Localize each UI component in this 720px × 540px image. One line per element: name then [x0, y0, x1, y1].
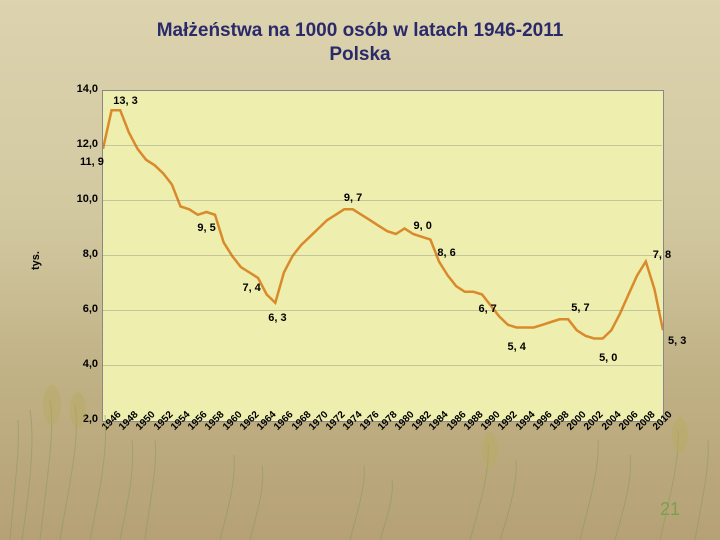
- plot-area: [102, 90, 664, 422]
- data-label: 6, 7: [478, 303, 496, 315]
- y-tick-label: 4,0: [60, 358, 98, 370]
- y-tick-label: 2,0: [60, 413, 98, 425]
- data-label: 7, 8: [653, 249, 671, 261]
- data-label: 9, 0: [414, 220, 432, 232]
- data-label: 11, 9: [80, 156, 104, 168]
- slide: Małżeństwa na 1000 osób w latach 1946-20…: [0, 0, 720, 540]
- page-number: 21: [660, 499, 680, 520]
- y-tick-label: 14,0: [60, 83, 98, 95]
- y-axis-label: tys.: [30, 251, 42, 270]
- y-tick-label: 6,0: [60, 303, 98, 315]
- y-tick-label: 12,0: [60, 138, 98, 150]
- data-label: 9, 5: [197, 222, 215, 234]
- chart-area: 2,04,06,08,010,012,014,01946194819501952…: [60, 90, 680, 470]
- chart-title: Małżeństwa na 1000 osób w latach 1946-20…: [0, 20, 720, 66]
- title-line-1: Małżeństwa na 1000 osób w latach 1946-20…: [0, 20, 720, 42]
- data-label: 9, 7: [344, 192, 362, 204]
- data-label: 5, 3: [668, 335, 686, 347]
- gridline: [102, 365, 662, 366]
- data-label: 7, 4: [242, 282, 260, 294]
- y-tick-label: 8,0: [60, 248, 98, 260]
- y-tick-label: 10,0: [60, 193, 98, 205]
- title-line-2: Polska: [0, 44, 720, 66]
- gridline: [102, 200, 662, 201]
- data-label: 5, 0: [599, 352, 617, 364]
- data-label: 5, 4: [508, 341, 526, 353]
- data-label: 8, 6: [437, 247, 455, 259]
- line-series: [103, 91, 663, 421]
- gridline: [102, 255, 662, 256]
- gridline: [102, 145, 662, 146]
- data-label: 13, 3: [113, 95, 137, 107]
- data-label: 5, 7: [571, 302, 589, 314]
- data-label: 6, 3: [268, 312, 286, 324]
